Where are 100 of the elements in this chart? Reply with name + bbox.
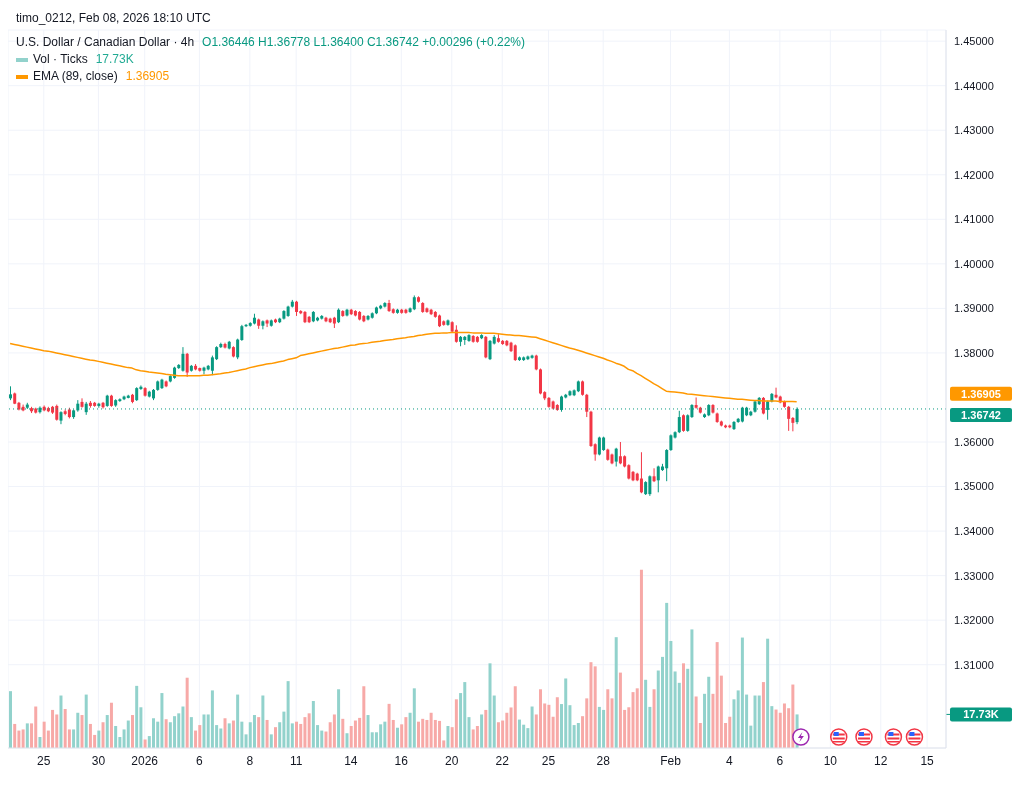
- bar: [101, 722, 105, 748]
- bar: [42, 721, 46, 748]
- y-tick-label: 1.39000: [954, 302, 994, 315]
- bar: [652, 689, 656, 748]
- bar: [488, 663, 492, 748]
- bar: [480, 714, 484, 748]
- bar: [484, 709, 488, 748]
- x-tick-label: 12: [874, 753, 888, 768]
- candlestick: [185, 352, 189, 378]
- y-tick-label: 1.35000: [954, 480, 994, 493]
- y-tick-label: 1.34000: [954, 524, 994, 537]
- bar: [438, 720, 442, 748]
- bar: [429, 712, 433, 748]
- bar: [791, 684, 795, 748]
- bar: [265, 719, 269, 748]
- bar: [618, 672, 622, 748]
- text: 1.36905: [961, 387, 1001, 400]
- bar: [387, 703, 391, 748]
- bar: [198, 725, 202, 748]
- bar: [143, 739, 147, 748]
- candlestick: [787, 405, 791, 432]
- bar: [471, 729, 475, 748]
- candlestick: [585, 393, 589, 418]
- bar: [274, 727, 277, 748]
- text: timo_0212, Feb 08, 2026 18:10 UTC: [16, 11, 211, 25]
- bar: [782, 703, 786, 748]
- bar: [589, 662, 593, 748]
- x-tick-label: 25: [541, 753, 556, 768]
- bar: [282, 711, 286, 748]
- bar: [555, 697, 559, 748]
- bar: [547, 704, 551, 748]
- bar: [715, 642, 719, 748]
- bar: [593, 666, 597, 748]
- bar: [761, 682, 765, 748]
- bar: [114, 726, 118, 748]
- y-tick-label: 1.42000: [954, 168, 994, 181]
- bar: [286, 681, 290, 748]
- x-tick-label: 28: [596, 753, 611, 768]
- bar: [665, 602, 669, 748]
- bar: [740, 637, 744, 748]
- bar: [530, 706, 534, 748]
- bar: [728, 716, 732, 748]
- bar: [257, 717, 261, 748]
- bar: [602, 709, 606, 748]
- bar: [126, 720, 130, 748]
- y-tick-label: 1.45000: [954, 35, 994, 48]
- bar: [505, 712, 509, 748]
- x-tick-label: 6: [196, 753, 204, 768]
- bar: [97, 730, 101, 748]
- x-tick-label: 4: [726, 753, 734, 768]
- y-tick-label: 1.38000: [954, 346, 994, 359]
- candlestick: [656, 465, 660, 493]
- bar: [34, 706, 38, 748]
- annotation: 1.36905: [125, 69, 170, 83]
- y-tick-label: 1.40000: [954, 257, 994, 270]
- bar: [21, 729, 25, 748]
- bar: [572, 725, 576, 748]
- bar: [425, 719, 429, 748]
- bar: [219, 728, 223, 748]
- bar: [135, 685, 139, 748]
- bar: [80, 715, 84, 748]
- bar: [513, 686, 517, 748]
- bar: [181, 706, 185, 748]
- bar: [223, 718, 227, 748]
- bar: [303, 717, 307, 748]
- bar: [631, 692, 635, 748]
- bar: [362, 686, 366, 748]
- ref-line-label: 1.36742: [961, 408, 1001, 421]
- bar: [337, 689, 341, 748]
- candlestick: [614, 447, 618, 467]
- bar: [644, 679, 648, 748]
- bar: [766, 638, 770, 748]
- bar: [454, 699, 458, 748]
- legend-label: Vol · Ticks: [33, 52, 88, 66]
- candlestick: [236, 338, 240, 360]
- y-tick-label: 1.43000: [954, 124, 994, 137]
- bar: [353, 720, 357, 748]
- bar: [227, 723, 231, 748]
- bar: [711, 693, 715, 748]
- bar: [269, 734, 273, 748]
- bar: [564, 678, 568, 748]
- bar: [517, 719, 521, 748]
- bar: [627, 707, 631, 748]
- candlestick: [665, 448, 669, 482]
- x-tick-label: 22: [495, 753, 510, 768]
- bar: [25, 723, 29, 748]
- candlestick: [618, 441, 622, 465]
- candlestick: [677, 410, 681, 434]
- candlestick: [648, 474, 652, 497]
- bar: [109, 702, 113, 748]
- y-tick-label: 1.44000: [954, 79, 994, 92]
- bar: [63, 708, 67, 748]
- y2-tick-label: 17.73K: [963, 708, 999, 721]
- x-tick-label: 25: [37, 753, 51, 768]
- x-tick-label: 2026: [131, 753, 159, 768]
- y-tick-label: 1.33000: [954, 569, 994, 582]
- bar: [522, 724, 526, 748]
- chart-title: U.S. Dollar / Canadian Dollar · 4h: [16, 35, 195, 49]
- bar: [538, 689, 542, 748]
- bar: [231, 720, 235, 748]
